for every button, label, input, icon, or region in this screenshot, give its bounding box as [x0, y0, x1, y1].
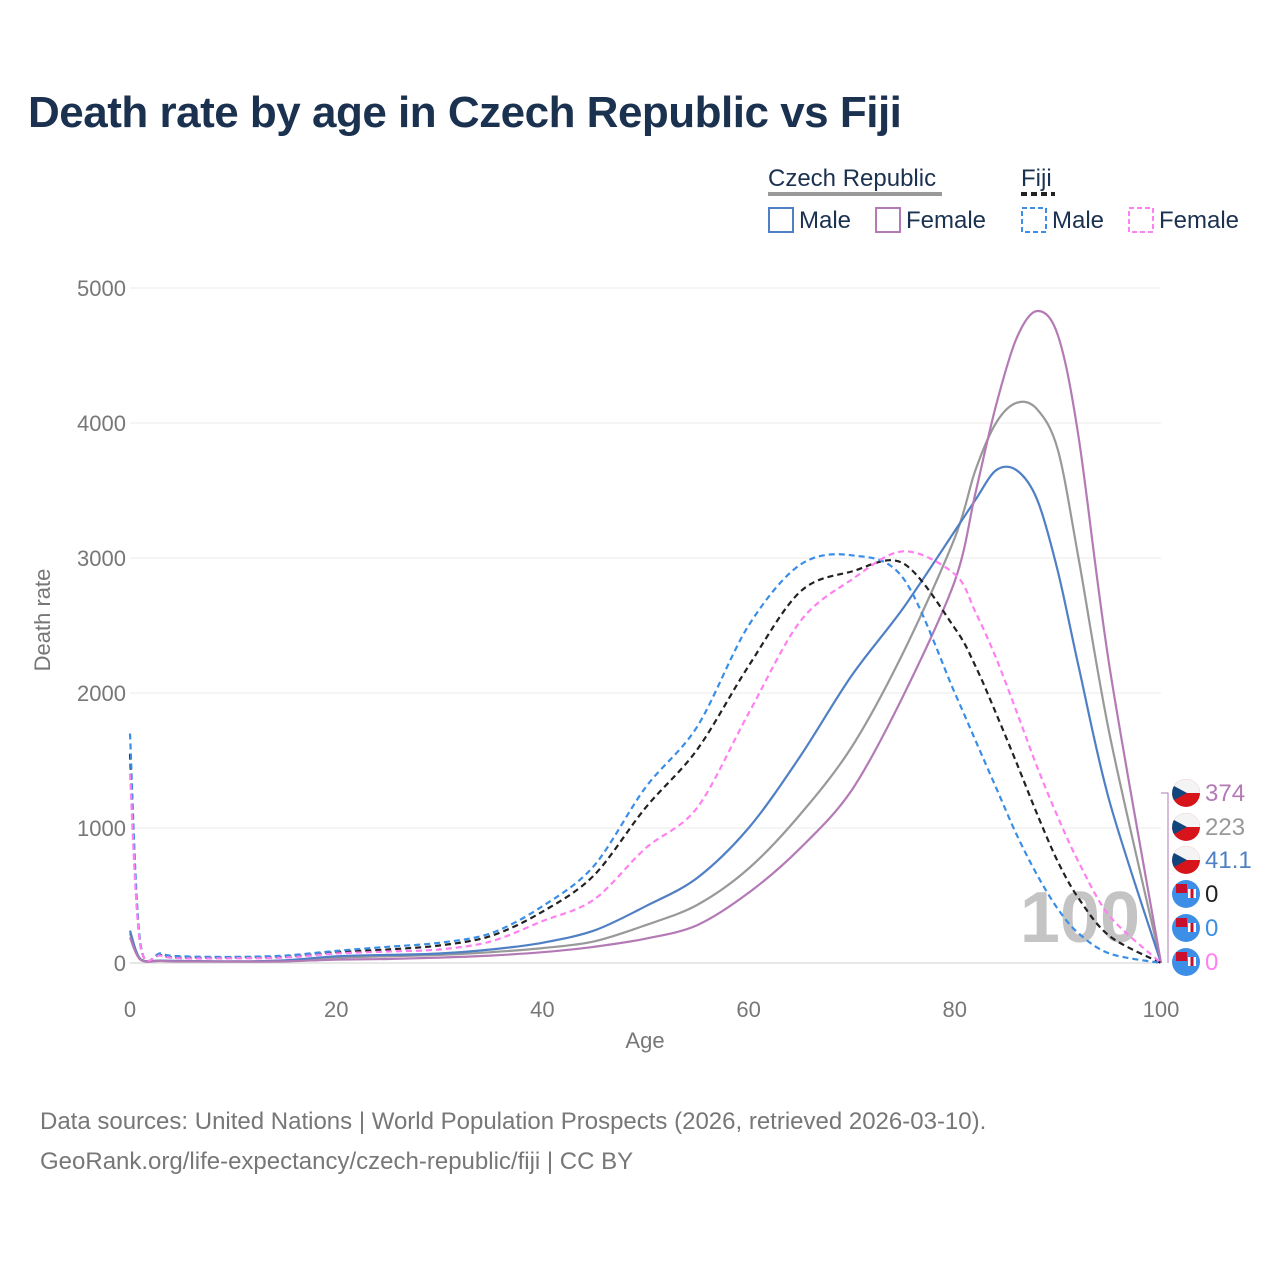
legend-group-czech[interactable]: Czech Republic — [768, 165, 936, 192]
legend-label-czech-male[interactable]: Male — [799, 207, 851, 234]
y-tick-label: 0 — [114, 951, 126, 976]
x-tick-label: 60 — [736, 997, 760, 1022]
series-line-1[interactable] — [128, 465, 1163, 964]
x-tick-label: 0 — [124, 997, 136, 1022]
y-tick-label: 4000 — [77, 411, 126, 436]
end-labels: 374 223 41.1 0 0 0 — [1161, 779, 1252, 976]
series-lines — [128, 309, 1163, 965]
series-line-2[interactable] — [128, 309, 1163, 964]
fiji-flag-icon — [1172, 948, 1200, 976]
series-line-5[interactable] — [128, 550, 1162, 964]
end-label-value: 374 — [1205, 780, 1245, 807]
fiji-flag-icon — [1172, 914, 1200, 942]
y-tick-label: 5000 — [77, 276, 126, 301]
y-tick-label: 2000 — [77, 681, 126, 706]
czech-flag-icon — [1172, 779, 1200, 807]
legend: Czech Republic Fiji Male Female Male Fem… — [768, 165, 1239, 234]
legend-swatch-czech-female[interactable] — [875, 207, 901, 233]
series-line-3[interactable] — [128, 559, 1162, 964]
y-tick-label: 3000 — [77, 546, 126, 571]
end-label-value: 0 — [1205, 915, 1218, 942]
y-axis-label: Death rate — [30, 569, 55, 672]
source-line-2[interactable]: GeoRank.org/life-expectancy/czech-republ… — [40, 1148, 634, 1175]
legend-label-fiji-male[interactable]: Male — [1052, 207, 1104, 234]
watermark-age: 100 — [1020, 878, 1140, 958]
gridlines — [130, 287, 1161, 964]
fiji-flag-icon — [1172, 880, 1200, 908]
end-label-value: 223 — [1205, 814, 1245, 841]
y-tick-label: 1000 — [77, 816, 126, 841]
legend-swatch-fiji-female[interactable] — [1128, 207, 1154, 233]
end-label-value: 41.1 — [1205, 847, 1252, 874]
czech-flag-icon — [1172, 813, 1200, 841]
x-tick-label: 40 — [530, 997, 554, 1022]
legend-label-fiji-female[interactable]: Female — [1159, 207, 1239, 234]
y-axis-ticks: 0 1000 2000 3000 4000 5000 — [77, 276, 126, 976]
legend-swatch-czech-male[interactable] — [768, 207, 794, 233]
legend-label-czech-female[interactable]: Female — [906, 207, 986, 234]
legend-swatch-fiji-male[interactable] — [1021, 207, 1047, 233]
x-tick-label: 100 — [1143, 997, 1180, 1022]
x-axis-label: Age — [625, 1028, 664, 1053]
end-label-value: 0 — [1205, 881, 1218, 908]
legend-group-fiji[interactable]: Fiji — [1021, 165, 1052, 192]
x-axis-ticks: 0 20 40 60 80 100 — [124, 997, 1179, 1022]
chart-title: Death rate by age in Czech Republic vs F… — [28, 88, 902, 137]
x-tick-label: 80 — [943, 997, 967, 1022]
end-label-connector — [1161, 792, 1169, 963]
series-line-4[interactable] — [128, 553, 1162, 965]
czech-flag-icon — [1172, 846, 1200, 874]
x-tick-label: 20 — [324, 997, 348, 1022]
end-label-value: 0 — [1205, 949, 1218, 976]
source-line-1: Data sources: United Nations | World Pop… — [40, 1108, 987, 1135]
